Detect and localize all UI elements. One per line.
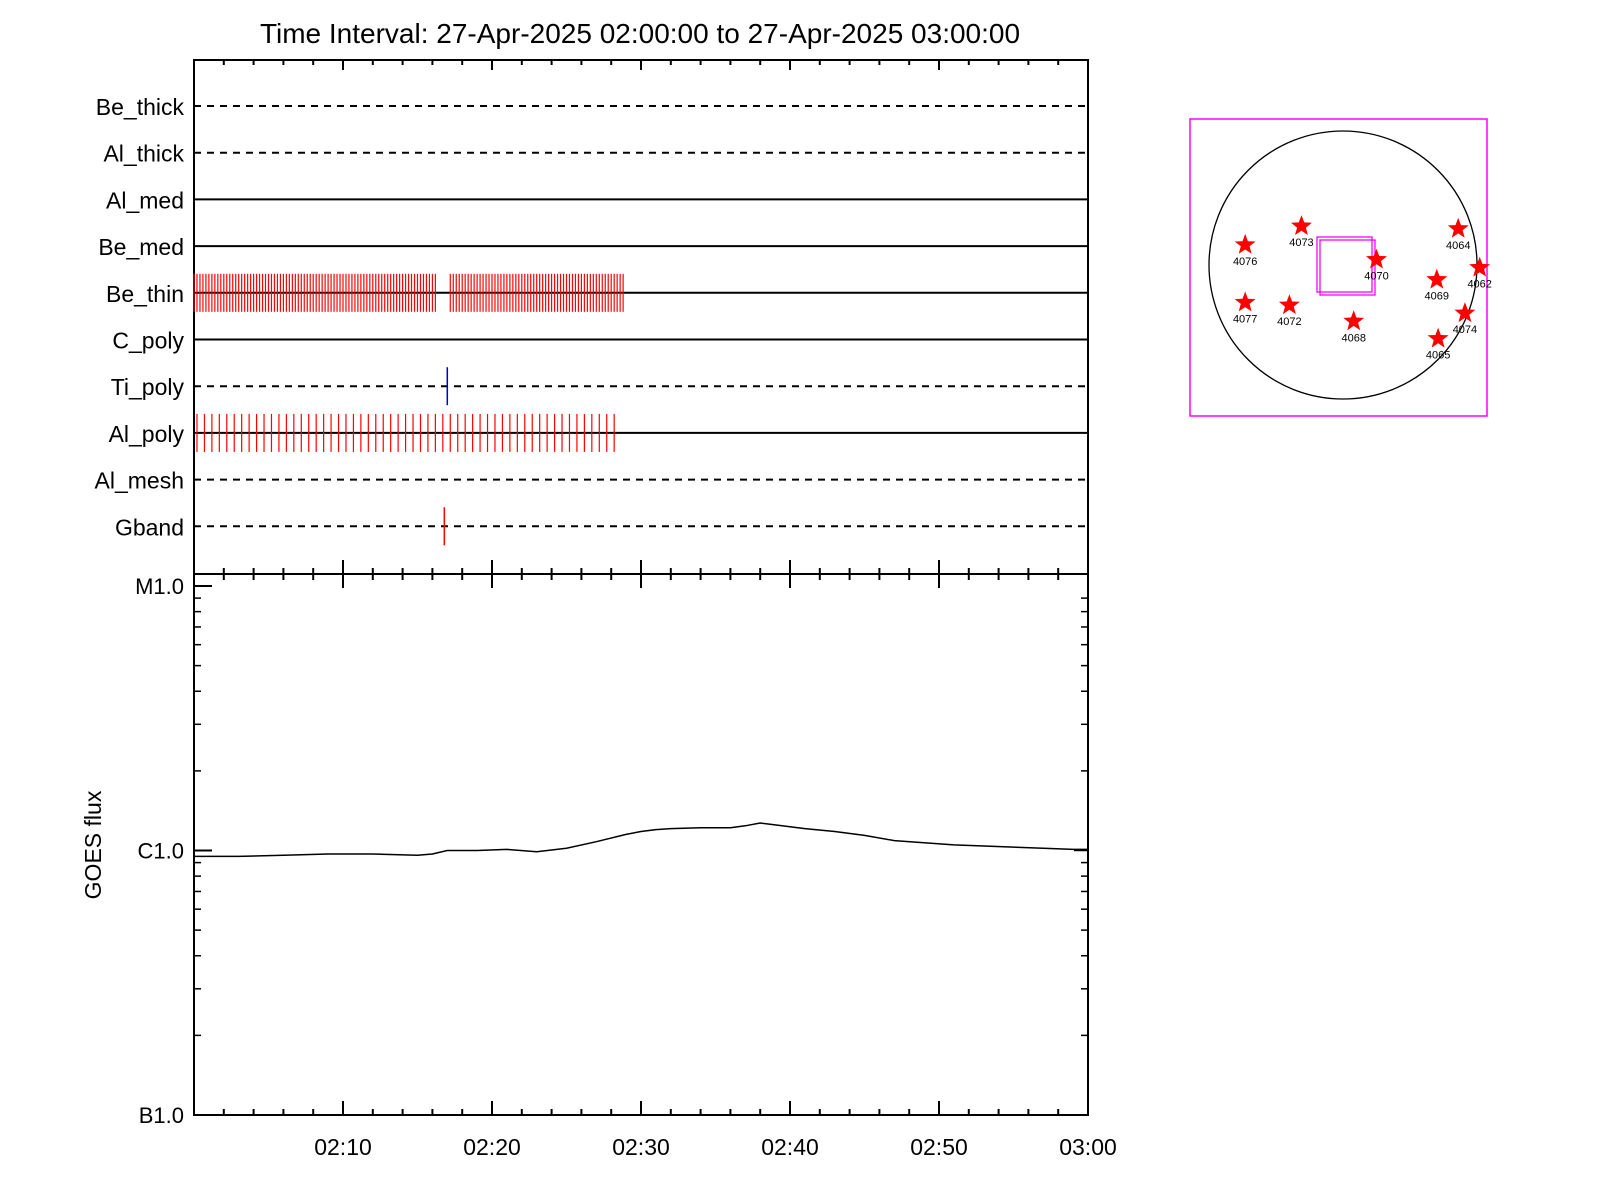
fov-box: [1316, 236, 1373, 293]
active-region-star: [1234, 233, 1256, 254]
filter-label: Be_thick: [96, 94, 185, 120]
active-region-star: [1234, 291, 1256, 312]
filter-label: Al_med: [106, 187, 184, 213]
goes-x-tick-label: 02:50: [910, 1134, 968, 1160]
goes-y-tick-label: M1.0: [135, 574, 184, 599]
active-region-star: [1366, 248, 1387, 269]
map-frame: [1189, 118, 1488, 417]
active-region-label: 4070: [1364, 271, 1388, 283]
goes-x-tick-label: 02:20: [463, 1134, 521, 1160]
active-region-star: [1291, 215, 1312, 235]
goes-x-tick-label: 02:40: [761, 1134, 819, 1160]
timeline-frame: [193, 59, 1089, 575]
chart-title: Time Interval: 27-Apr-2025 02:00:00 to 2…: [260, 18, 1020, 49]
active-region-star: [1426, 268, 1448, 289]
active-region-label: 4076: [1233, 256, 1257, 268]
active-region-label: 4074: [1453, 324, 1477, 336]
solar-disk-map: 4073 4070 4064 4062 4076 4069 4077 4072 4068 4074…: [1189, 118, 1492, 417]
active-region-label: 4062: [1467, 279, 1491, 291]
active-region-star: [1447, 217, 1469, 238]
active-region-star: [1454, 302, 1476, 323]
active-region-star: [1427, 327, 1449, 348]
active-region-label: 4077: [1233, 314, 1257, 326]
filter-label: Be_med: [98, 234, 184, 260]
goes-y-tick-label: C1.0: [138, 839, 184, 864]
filter-label: Al_mesh: [95, 468, 184, 494]
active-region-star: [1469, 256, 1491, 277]
active-region-label: 4073: [1289, 237, 1313, 249]
goes-flux-line: [194, 822, 1088, 858]
goes-x-tick-label: 02:10: [314, 1134, 372, 1160]
filter-label: Al_poly: [109, 421, 185, 447]
filter-label: Ti_poly: [111, 374, 185, 400]
filter-label: C_poly: [112, 328, 184, 354]
active-region-star: [1278, 294, 1300, 315]
active-region-label: 4069: [1425, 291, 1449, 303]
active-region-star: [1343, 310, 1365, 331]
goes-flux-panel: M1.0 C1.0 B1.0 02:10 02:20 02:30 02:40 02:50 03:…: [80, 573, 1117, 1160]
goes-y-tick-label: B1.0: [139, 1103, 184, 1128]
filter-timeline-panel: Be_thick Al_thick Al_med Be_med Be_thin C_pol…: [95, 59, 1089, 575]
active-region-label: 4072: [1277, 316, 1301, 328]
filter-label: Al_thick: [103, 141, 184, 167]
goes-x-tick-label: 03:00: [1059, 1134, 1117, 1160]
active-region-label: 4068: [1341, 332, 1365, 344]
goes-x-tick-label: 02:30: [612, 1134, 670, 1160]
active-region-label: 4065: [1426, 350, 1450, 362]
filter-label: Be_thin: [106, 281, 184, 307]
active-region-label: 4064: [1446, 240, 1470, 252]
filter-label: Gband: [115, 514, 184, 540]
goes-y-axis-label: GOES flux: [80, 790, 106, 899]
fov-box: [1319, 239, 1376, 296]
